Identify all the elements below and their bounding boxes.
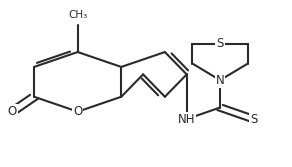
- Text: O: O: [8, 105, 17, 118]
- Text: NH: NH: [178, 113, 195, 126]
- Text: N: N: [216, 74, 225, 87]
- Text: S: S: [216, 37, 224, 50]
- Text: CH₃: CH₃: [68, 10, 87, 20]
- Text: S: S: [250, 113, 257, 126]
- Text: O: O: [73, 105, 82, 118]
